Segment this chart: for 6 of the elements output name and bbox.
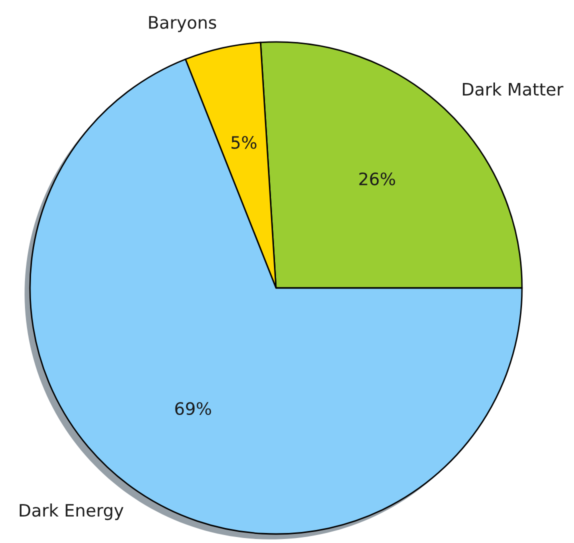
data-label: 69% [175, 402, 212, 416]
data-label: 26% [359, 172, 396, 186]
slice-label: Dark Matter [462, 82, 564, 96]
slice-label: Dark Energy [20, 504, 124, 520]
data-label: 5% [232, 136, 256, 149]
slice-label: Baryons [149, 16, 216, 32]
